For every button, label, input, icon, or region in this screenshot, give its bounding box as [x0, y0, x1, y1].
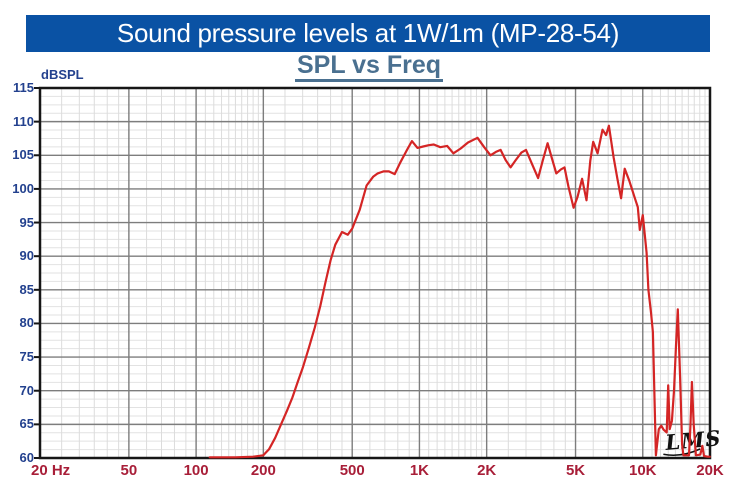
chart-title-text: SPL vs Freq: [294, 52, 444, 82]
grid-major: [40, 88, 710, 458]
x-tick-label: 20K: [696, 462, 724, 479]
y-tick-label: 95: [19, 214, 34, 230]
y-tick-label: 115: [13, 80, 34, 95]
x-tick-label: 100: [183, 462, 209, 479]
plot-border: [38, 86, 712, 460]
spl-curve: [208, 124, 711, 459]
x-tick-label: 50: [120, 462, 138, 479]
y-tick-label: 70: [19, 382, 34, 398]
x-tick-label: 10K: [629, 462, 657, 479]
y-tick-label: 110: [13, 113, 34, 129]
grid-minor: [40, 88, 710, 458]
y-tick-label: 75: [19, 349, 34, 365]
y-tick-label: 105: [12, 147, 34, 163]
title-banner: Sound pressure levels at 1W/1m (MP-28-54…: [26, 15, 710, 52]
y-tick-label: 100: [12, 180, 34, 196]
y-tick-label: 90: [19, 248, 34, 264]
chart-title: SPL vs Freq: [0, 52, 738, 82]
x-tick-label: 1K: [409, 462, 430, 479]
x-tick-label: 500: [339, 462, 365, 479]
y-tick-label: 85: [19, 281, 34, 297]
lms-watermark-text: LMS: [663, 425, 722, 455]
x-tick-label: 20 Hz: [31, 462, 71, 479]
x-tick-label: 200: [250, 462, 276, 479]
banner-title: Sound pressure levels at 1W/1m (MP-28-54…: [116, 18, 620, 48]
y-axis-unit-label: dBSPL: [41, 67, 84, 82]
y-tick-label: 65: [19, 416, 34, 432]
y-tick-label: 80: [19, 315, 34, 331]
x-tick-label: 2K: [477, 462, 497, 479]
y-tick-label: 60: [19, 450, 34, 465]
lms-watermark: LMS: [663, 425, 722, 457]
x-tick-label: 5K: [565, 462, 586, 479]
